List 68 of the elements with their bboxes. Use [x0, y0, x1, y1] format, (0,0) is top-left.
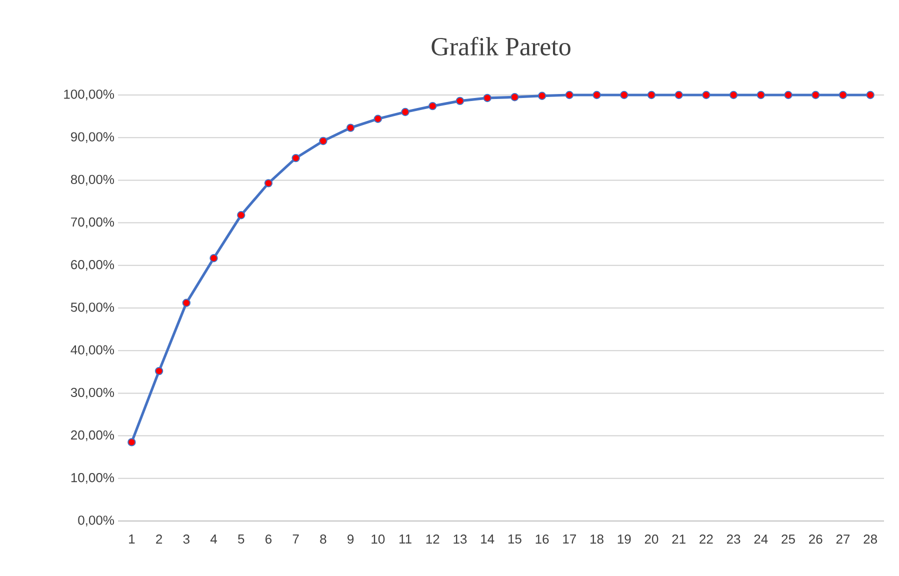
point: [319, 136, 328, 146]
x-tick-label: 3: [183, 534, 190, 544]
x-tick-label: 1: [129, 534, 135, 544]
x-tick-label: 17: [563, 534, 576, 544]
point: [647, 90, 656, 100]
point: [182, 298, 190, 307]
point: [237, 211, 246, 220]
y-tick-label: 0,00%: [78, 516, 114, 526]
point: [729, 90, 738, 100]
x-tick-label: 14: [481, 534, 494, 544]
x-tick-label: 10: [372, 534, 385, 544]
x-tick-label: 6: [266, 534, 272, 544]
point: [374, 114, 382, 123]
x-tick-label: 22: [700, 534, 713, 544]
point: [154, 366, 164, 376]
y-tick-label: 30,00%: [70, 388, 114, 399]
point: [784, 90, 792, 100]
point: [674, 90, 683, 100]
point: [838, 90, 848, 100]
x-tick-label: 24: [754, 534, 768, 544]
x-tick-label: 15: [508, 534, 522, 544]
x-tick-label: 2: [156, 534, 162, 544]
point: [538, 92, 546, 100]
x-tick-label: 21: [672, 534, 686, 544]
point: [401, 108, 410, 116]
point: [210, 254, 218, 262]
y-tick-label: 50,00%: [70, 302, 114, 314]
x-tick-label: 25: [782, 534, 795, 544]
point: [456, 96, 464, 106]
y-tick-label: 10,00%: [71, 473, 114, 484]
x-tick-label: 16: [536, 534, 549, 544]
y-tick-label: 90,00%: [70, 132, 114, 143]
chart-title: Grafik Pareto: [432, 36, 570, 56]
y-tick-label: 40,00%: [70, 345, 114, 356]
point: [428, 102, 437, 110]
x-tick-label: 18: [590, 534, 604, 544]
x-tick-label: 28: [864, 534, 877, 544]
x-tick-label: 23: [726, 534, 740, 544]
x-tick-label: 9: [348, 534, 354, 544]
x-tick-label: 4: [210, 534, 217, 544]
point: [292, 154, 300, 162]
x-tick-label: 11: [399, 534, 412, 544]
point: [866, 90, 874, 100]
x-tick-label: 13: [454, 534, 467, 544]
x-tick-label: 27: [836, 534, 850, 544]
point: [756, 90, 765, 100]
point: [128, 438, 136, 446]
x-tick-label: 5: [238, 534, 244, 544]
point: [620, 90, 628, 100]
point: [592, 90, 601, 100]
point: [346, 124, 355, 132]
x-tick-label: 8: [320, 534, 326, 544]
point: [264, 179, 273, 188]
point: [483, 94, 492, 102]
x-tick-label: 20: [644, 534, 658, 544]
x-tick-label: 7: [292, 534, 299, 544]
y-tick-label: 70,00%: [71, 217, 114, 228]
y-tick-label: 100,00%: [64, 90, 114, 100]
y-tick-label: 80,00%: [70, 174, 114, 186]
y-tick-label: 60,00%: [71, 260, 114, 271]
point: [812, 90, 820, 100]
point: [510, 93, 519, 102]
x-tick-label: 26: [809, 534, 822, 544]
x-tick-label: 12: [426, 534, 440, 544]
y-tick-label: 20,00%: [71, 430, 114, 442]
x-tick-label: 19: [618, 534, 631, 544]
point: [702, 90, 710, 100]
point: [565, 90, 574, 100]
